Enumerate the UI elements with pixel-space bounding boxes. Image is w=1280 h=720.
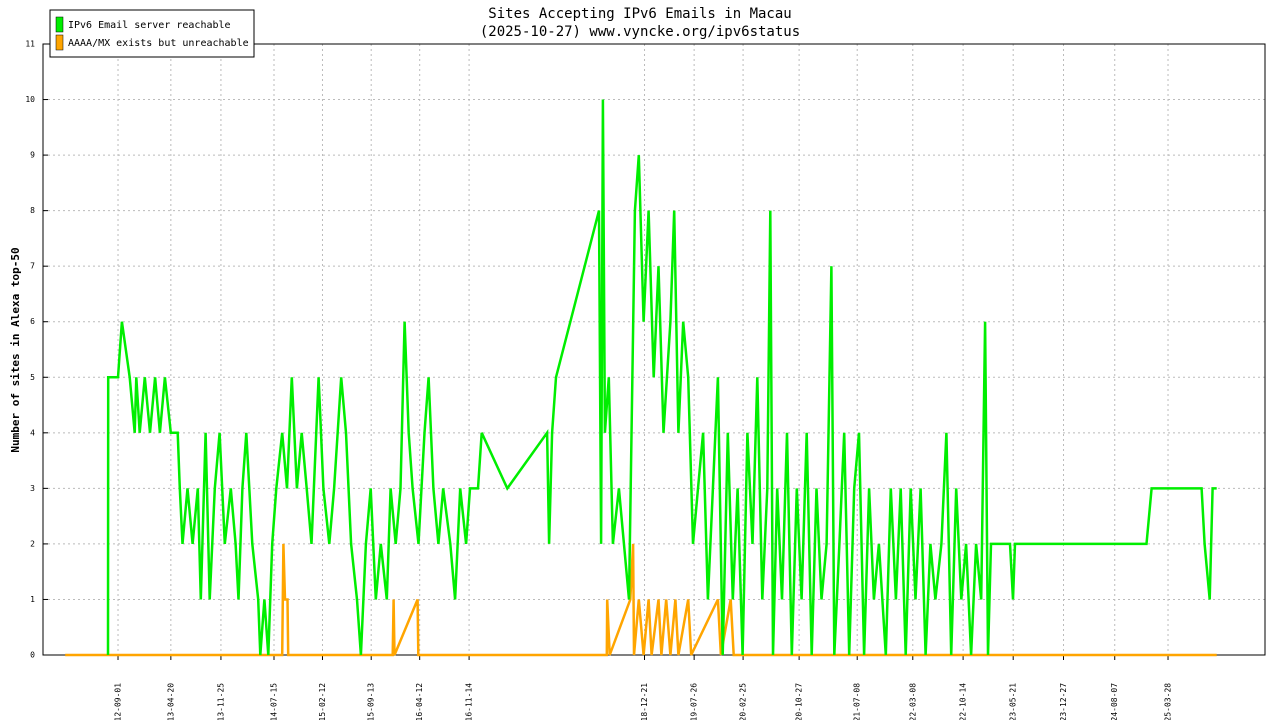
x-tick-label: 2012-09-01	[114, 683, 123, 720]
y-axis-label: Number of sites in Alexa top-50	[9, 247, 22, 452]
y-tick-label: 4	[30, 428, 35, 437]
chart-subtitle: (2025-10-27) www.vyncke.org/ipv6status	[480, 24, 800, 40]
plot-frame	[42, 43, 1266, 656]
x-tick-label: 2019-07-26	[690, 683, 699, 720]
y-tick-label: 7	[30, 262, 35, 271]
x-tick-label: 2020-10-27	[795, 683, 804, 720]
legend-swatch	[55, 34, 64, 51]
x-tick-label: 2014-07-15	[269, 683, 278, 720]
x-tick-label: 2022-03-08	[908, 683, 917, 720]
x-tick-label: 2022-10-14	[959, 683, 968, 720]
plot: 0 1 2 3 4 5 6 7 8 9 10 11 2012-09-01 2013-04-20 2013-1…	[25, 9, 1266, 720]
x-tick-label: 2021-07-08	[853, 683, 862, 720]
x-tick-label: 2016-04-12	[415, 683, 424, 720]
x-tick-label: 2015-09-13	[367, 683, 376, 720]
x-tick-label: 2025-03-28	[1164, 683, 1173, 720]
y-tick-label: 9	[30, 151, 35, 160]
y-tick-label: 5	[30, 373, 35, 382]
y-tick-label: 8	[30, 206, 35, 215]
legend-label: IPv6 Email server reachable	[68, 20, 231, 31]
x-tick-label: 2023-12-27	[1059, 683, 1068, 720]
y-tick-label: 2	[30, 539, 35, 548]
series-line	[65, 543, 1217, 657]
y-tick-label: 0	[30, 651, 35, 660]
y-tick-label: 10	[25, 95, 35, 104]
legend-box	[49, 9, 255, 58]
chart-title: Sites Accepting IPv6 Emails in Macau	[488, 6, 791, 22]
y-tick-label: 6	[30, 317, 35, 326]
x-tick-label: 2015-02-12	[318, 683, 327, 720]
y-tick-label: 3	[30, 484, 35, 493]
x-tick-label: 2020-02-25	[739, 683, 748, 720]
legend-label: AAAA/MX exists but unreachable	[68, 38, 249, 49]
series-line	[106, 99, 1217, 656]
x-tick-label: 2018-12-21	[640, 683, 649, 720]
x-tick-label: 2023-05-21	[1009, 683, 1018, 720]
x-tick-label: 2016-11-14	[465, 683, 474, 720]
y-tick-label: 11	[25, 40, 35, 49]
x-tick-label: 2013-04-20	[166, 683, 175, 720]
x-tick-label: 2024-08-07	[1110, 683, 1119, 720]
x-tick-label: 2013-11-25	[216, 683, 225, 720]
legend-swatch	[55, 16, 64, 33]
legend: IPv6 Email server reachable AAAA/MX exist…	[49, 9, 255, 58]
y-tick-label: 1	[30, 595, 35, 604]
